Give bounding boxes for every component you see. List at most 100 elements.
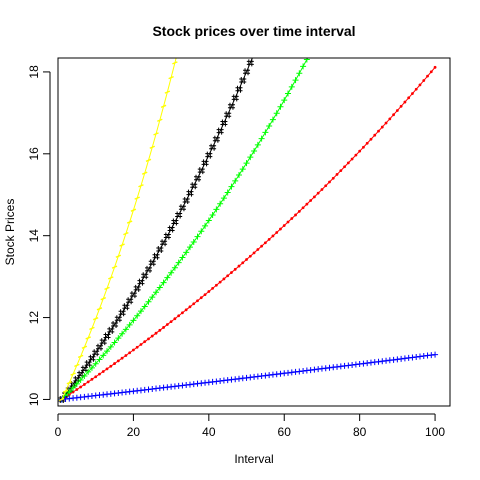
series-point (107, 343, 114, 350)
series-point (141, 303, 148, 310)
series-point (350, 157, 354, 161)
series-point (285, 90, 292, 97)
series-point (392, 113, 395, 117)
series-point (84, 360, 92, 368)
series-point (328, 180, 331, 184)
series-point (163, 232, 171, 240)
series-point (162, 326, 165, 329)
series-point (190, 182, 198, 190)
series-point (107, 326, 115, 334)
series-point (384, 121, 388, 125)
series-point (171, 264, 178, 271)
series-point (169, 320, 173, 324)
series-point (92, 349, 100, 357)
series-point (422, 79, 426, 82)
series-point (316, 191, 320, 195)
series-point (175, 259, 182, 266)
series-point (230, 271, 233, 274)
series-point (116, 359, 120, 363)
series-point (80, 365, 88, 373)
series-point (232, 177, 239, 184)
series-point (399, 104, 403, 108)
series-point (86, 380, 90, 384)
series-point (209, 143, 217, 151)
series-point (79, 385, 83, 389)
series-point (260, 244, 264, 248)
series-point (207, 290, 211, 293)
series-point (245, 258, 248, 261)
series-point (104, 286, 110, 291)
series-point (172, 61, 178, 65)
series-point (403, 100, 407, 104)
series-point (167, 225, 175, 233)
series-point (85, 368, 92, 375)
series-point (288, 83, 295, 90)
series-point (89, 326, 95, 331)
series-point (224, 189, 231, 196)
series-point (122, 326, 129, 333)
series-point (129, 291, 137, 299)
series-point (153, 289, 160, 296)
series-point (224, 111, 232, 119)
series-point (220, 195, 227, 202)
series-point (132, 348, 135, 352)
x-tick-label: 80 (353, 425, 367, 439)
series-point (156, 284, 163, 291)
series-point (62, 389, 69, 393)
series-point (199, 296, 203, 300)
series-point (339, 169, 343, 173)
series-point (213, 206, 220, 213)
series-point (128, 351, 132, 355)
series-point (358, 149, 362, 153)
series-point (235, 85, 243, 93)
series-point (147, 337, 150, 341)
series-point (75, 388, 79, 391)
series-point (73, 380, 80, 387)
series-point (407, 96, 411, 100)
y-tick-label: 12 (27, 311, 41, 325)
series-point (182, 197, 190, 205)
series-point (277, 103, 284, 110)
series-point (343, 165, 346, 169)
series-point (168, 75, 174, 80)
chart-title: Stock prices over time interval (152, 23, 355, 39)
series-point (160, 239, 168, 247)
series-point (96, 356, 103, 363)
series-point (414, 87, 418, 91)
series-point (114, 315, 122, 323)
series-point (81, 372, 88, 379)
series-point (164, 274, 171, 281)
series-point (158, 328, 162, 332)
series-point (432, 351, 439, 358)
series-point (134, 196, 140, 200)
series-point (126, 321, 133, 328)
series-point (365, 141, 369, 145)
series-point (254, 141, 261, 148)
series-point (309, 199, 313, 202)
series-point (303, 58, 310, 63)
series-point (66, 388, 73, 395)
series-point (222, 277, 226, 281)
series-point (194, 174, 202, 182)
series-point (115, 335, 122, 342)
series-3 (58, 351, 439, 403)
series-point (137, 308, 144, 315)
series-point (300, 63, 307, 70)
series-line (61, 58, 177, 400)
series-point (354, 153, 358, 157)
series-point (139, 343, 143, 346)
series-point (251, 147, 258, 154)
y-tick-label: 18 (27, 65, 41, 79)
x-axis: 0 20 40 60 80 100 (55, 413, 445, 439)
series-point (226, 274, 230, 278)
series-point (141, 272, 149, 280)
series-point (198, 228, 205, 235)
series-point (192, 302, 196, 306)
series-point (281, 97, 288, 104)
series-point (105, 367, 109, 371)
series-point (66, 381, 73, 385)
series-point (205, 151, 213, 159)
series-point (145, 158, 152, 162)
series-point (217, 200, 224, 207)
